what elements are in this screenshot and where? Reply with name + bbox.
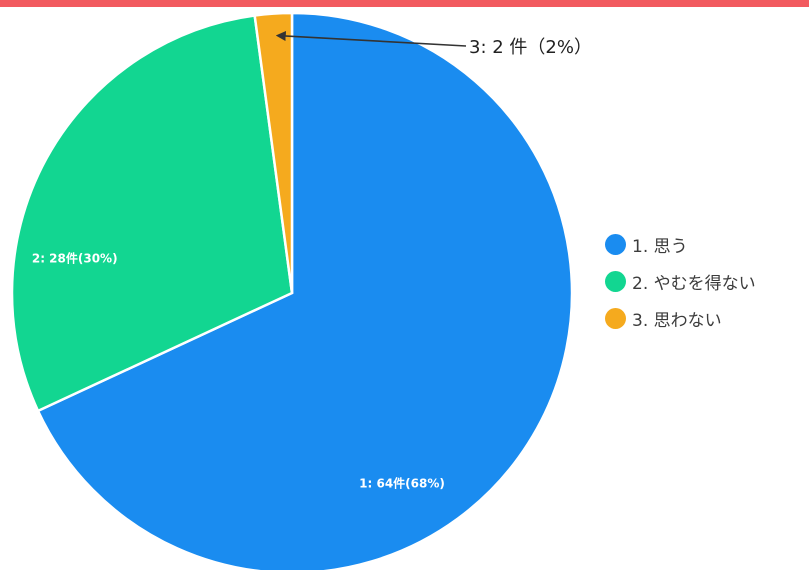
pie-slices [10, 11, 574, 570]
legend-label-2: 2. やむを得ない [632, 274, 756, 294]
data-label-2: 2: 28件(30%) [32, 251, 118, 266]
legend-swatch-3 [605, 308, 626, 329]
callout-arrow [275, 31, 467, 47]
chart-legend: 1. 思う 2. やむを得ない 3. 思わない [605, 226, 809, 337]
legend-label-3: 3. 思わない [632, 311, 722, 331]
legend-label-1: 1. 思う [632, 237, 688, 257]
legend-swatch-2 [605, 271, 626, 292]
legend-item-2[interactable]: 2. やむを得ない [605, 263, 809, 300]
top-border [0, 0, 809, 7]
pie-slice-1[interactable] [36, 11, 574, 570]
data-label-3: 3: 2 件（2%） [469, 37, 592, 58]
data-label-1: 1: 64件(68%) [359, 476, 445, 491]
pie-data-labels: 1: 64件(68%) 2: 28件(30%) 3: 2 件（2%） [32, 31, 592, 491]
legend-item-3[interactable]: 3. 思わない [605, 300, 809, 337]
pie-slice-2[interactable] [10, 14, 294, 413]
legend-item-1[interactable]: 1. 思う [605, 226, 809, 263]
legend-swatch-1 [605, 234, 626, 255]
pie-slice-3[interactable] [253, 11, 294, 294]
